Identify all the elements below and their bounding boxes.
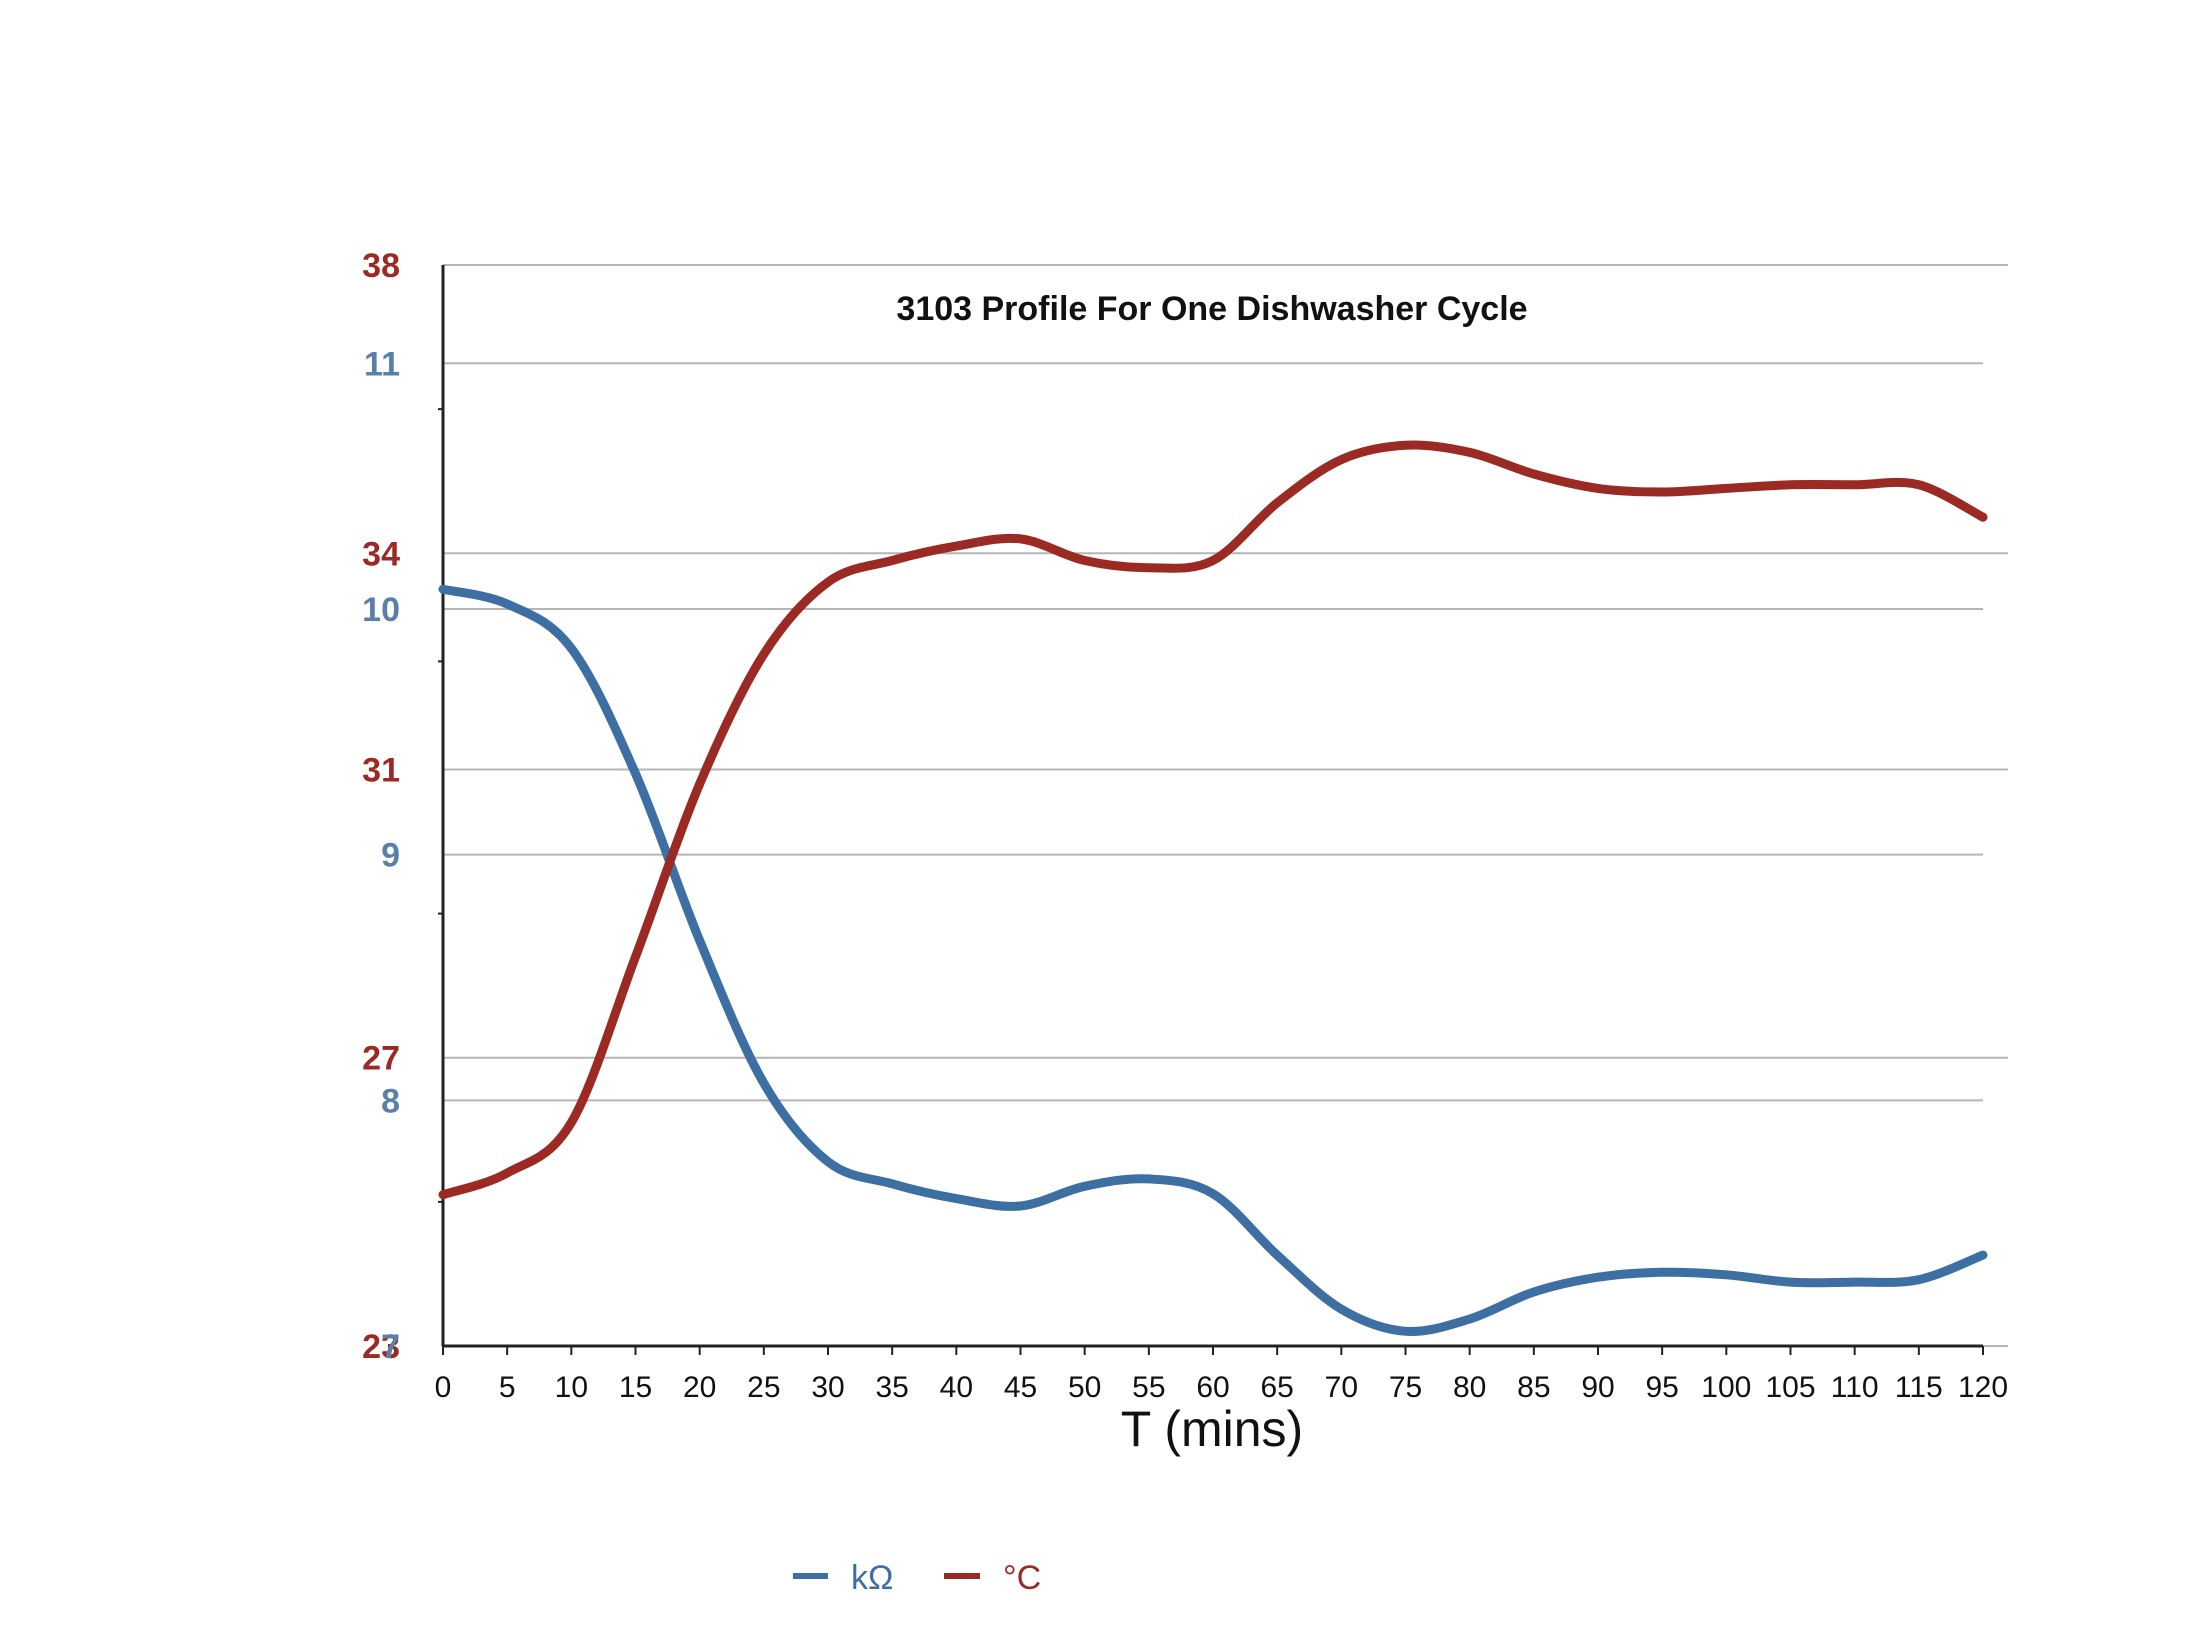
y-tick-label-celsius: 23 <box>362 1328 400 1366</box>
y-tick-label-celsius: 31 <box>362 751 400 789</box>
y-tick-label-kohm: 11 <box>364 345 400 383</box>
x-tick-label: 20 <box>683 1371 716 1404</box>
y-tick-label-kohm: 10 <box>362 591 400 629</box>
legend-label-kohm: kΩ <box>851 1559 893 1597</box>
x-axis-label: T (mins) <box>1121 1401 1303 1457</box>
x-tick-label: 105 <box>1765 1371 1815 1404</box>
x-tick-label: 55 <box>1132 1371 1165 1404</box>
x-tick-label: 90 <box>1581 1371 1614 1404</box>
x-tick-label: 40 <box>940 1371 973 1404</box>
x-tick-label: 70 <box>1325 1371 1358 1404</box>
x-tick-label: 120 <box>1958 1371 2008 1404</box>
grid-lines <box>443 264 2008 1347</box>
chart-title: 3103 Profile For One Dishwasher Cycle <box>896 290 1527 328</box>
x-tick-label: 50 <box>1068 1371 1101 1404</box>
y-tick-label-kohm: 8 <box>381 1082 400 1120</box>
x-tick-label: 45 <box>1004 1371 1037 1404</box>
y-tick-label-celsius: 34 <box>362 535 400 573</box>
legend: kΩ °C <box>793 1559 1041 1597</box>
legend-label-celsius: °C <box>1003 1559 1041 1597</box>
x-tick-label: 15 <box>619 1371 652 1404</box>
x-tick-label: 110 <box>1831 1371 1879 1404</box>
x-tick-label: 100 <box>1701 1371 1751 1404</box>
x-tick-label: 85 <box>1517 1371 1550 1404</box>
y-tick-label-celsius: 38 <box>362 247 400 285</box>
x-tick-label: 65 <box>1260 1371 1293 1404</box>
x-tick-label: 10 <box>555 1371 588 1404</box>
x-tick-label: 5 <box>499 1371 516 1404</box>
x-tick-label: 30 <box>811 1371 844 1404</box>
x-tick-label: 0 <box>435 1371 452 1404</box>
x-tick-label: 95 <box>1645 1371 1678 1404</box>
series-line-kohm <box>438 584 1988 1337</box>
x-tick-label: 25 <box>747 1371 780 1404</box>
y-tick-label-celsius: 27 <box>362 1040 400 1078</box>
x-tick-label: 75 <box>1389 1371 1422 1404</box>
x-tick-label: 60 <box>1196 1371 1229 1404</box>
y-tick-label-kohm: 7 <box>381 1328 400 1366</box>
x-tick-label: 35 <box>875 1371 908 1404</box>
x-tick-label: 80 <box>1453 1371 1486 1404</box>
y-tick-label-kohm: 9 <box>381 837 400 875</box>
axes <box>438 265 1984 1355</box>
series-lines <box>438 440 1988 1337</box>
x-tick-label: 115 <box>1895 1371 1943 1404</box>
series-line-celsius <box>438 440 1988 1200</box>
